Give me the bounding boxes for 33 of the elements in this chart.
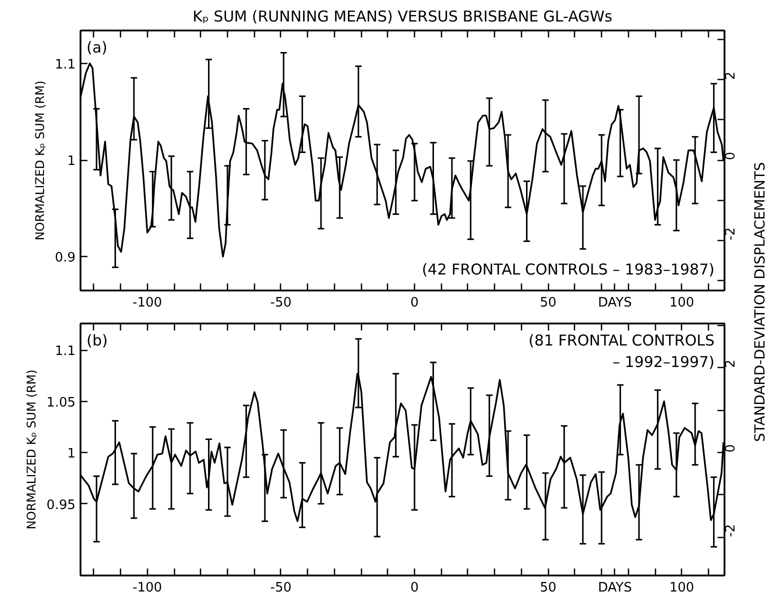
y-tick-label: 0.95	[46, 498, 76, 513]
x-tick-label: -100	[132, 580, 162, 596]
y-axis-title: NORMALIZED Kₚ SUM (RM)	[24, 370, 39, 530]
x-tick-label: 0	[410, 580, 419, 596]
x-tick-label: -50	[270, 580, 292, 596]
y2-tick-label: -2	[724, 524, 738, 538]
chart-title: Kₚ SUM (RUNNING MEANS) VERSUS BRISBANE GL-AGWs	[192, 8, 613, 26]
y2-tick-label: 2	[724, 72, 738, 80]
annotation: (42 FRONTAL CONTROLS – 1983–1987)	[422, 260, 715, 278]
y2-axis-title: STANDARD-DEVIATION DISPLACEMENTS	[752, 162, 768, 442]
x-tick-label: 100	[669, 580, 694, 596]
annotation: (81 FRONTAL CONTROLS – 1992–1997)	[528, 332, 715, 372]
y2-tick-label: -2	[724, 227, 738, 240]
y2-tick-label: 0	[724, 444, 738, 452]
x-tick-label: 0	[410, 296, 419, 310]
y-tick-label: 1	[67, 446, 76, 462]
y-axis-title: NORMALIZED Kₚ SUM (RM)	[32, 80, 47, 240]
y-tick-label: 0.9	[54, 250, 76, 266]
y2-tick-label: 0	[724, 152, 738, 160]
y-tick-label: 1.1	[54, 344, 76, 360]
x-tick-label: 50	[540, 580, 556, 596]
x-tick-label: -100	[132, 296, 162, 310]
x-axis-title: DAYS	[598, 296, 632, 310]
y-tick-label: 1	[67, 154, 76, 170]
annotation: (b)	[86, 332, 108, 350]
y-tick-label: 1.05	[46, 395, 76, 410]
annotation: (a)	[86, 38, 108, 56]
x-tick-label: 100	[669, 296, 694, 310]
x-axis-title: DAYS	[598, 580, 632, 596]
x-tick-label: 50	[540, 296, 556, 310]
y-tick-label: 1.1	[54, 57, 76, 72]
x-tick-label: -50	[270, 296, 292, 310]
y2-tick-label: 2	[724, 360, 738, 368]
